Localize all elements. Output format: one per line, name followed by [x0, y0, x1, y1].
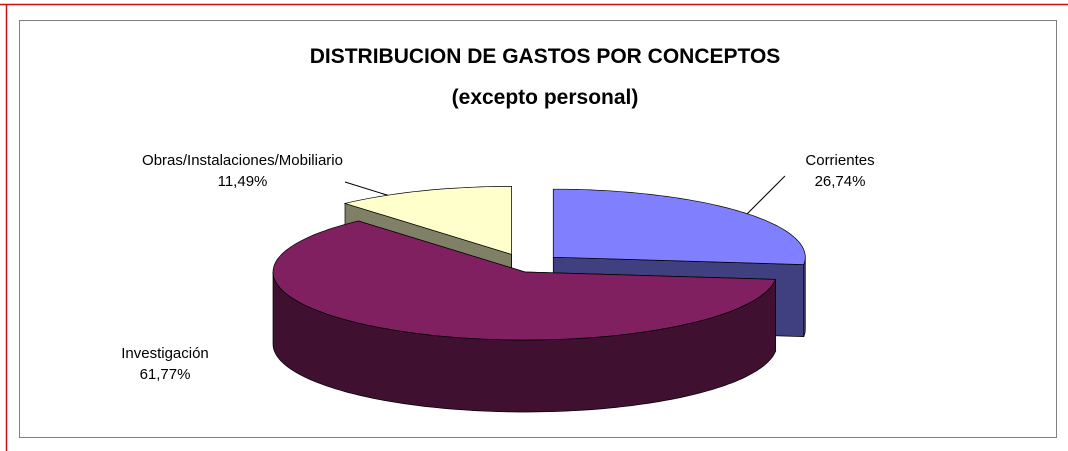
slice — [343, 186, 512, 255]
label-value: 61,77% — [139, 366, 191, 383]
slice-wall — [803, 257, 806, 337]
chart-subtitle: (excepto personal) — [452, 86, 639, 109]
label-value: 26,74% — [814, 173, 866, 190]
slice-label: Corrientes 26,74% — [770, 150, 910, 192]
label-name: Obras/Instalaciones/Mobiliario — [142, 152, 343, 169]
chart-area — [19, 20, 1057, 438]
label-name: Corrientes — [805, 152, 875, 169]
label-value: 11,49% — [217, 173, 268, 190]
slice-label: Investigación 61,77% — [95, 343, 235, 385]
slice — [272, 220, 777, 341]
chart-title: DISTRIBUCION DE GASTOS POR CONCEPTOS — [310, 45, 781, 68]
label-name: Investigación — [121, 345, 209, 362]
slice — [552, 188, 806, 265]
slice-label: Obras/Instalaciones/Mobiliario 11,49% — [130, 150, 355, 192]
